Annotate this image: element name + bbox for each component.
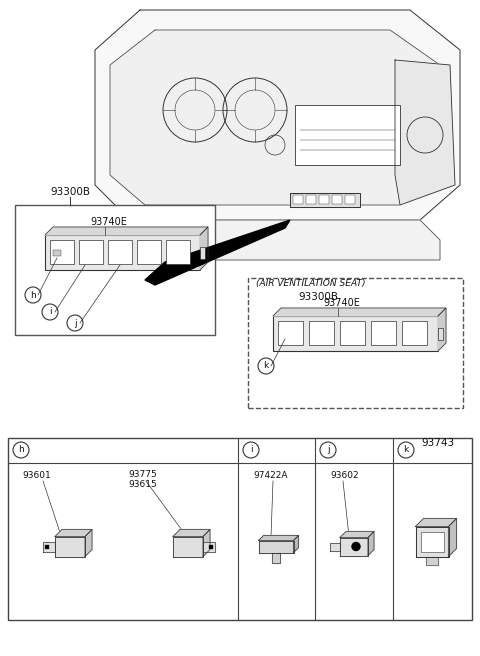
FancyBboxPatch shape: [79, 240, 103, 264]
FancyBboxPatch shape: [108, 240, 132, 264]
Polygon shape: [273, 308, 446, 316]
Text: 93740E: 93740E: [90, 217, 127, 227]
Circle shape: [352, 543, 360, 550]
Text: 93775: 93775: [128, 470, 157, 479]
FancyBboxPatch shape: [8, 438, 472, 620]
FancyBboxPatch shape: [166, 240, 190, 264]
Polygon shape: [330, 543, 340, 550]
Polygon shape: [293, 535, 299, 552]
FancyBboxPatch shape: [50, 240, 74, 264]
Text: 97422A: 97422A: [253, 471, 288, 480]
Polygon shape: [416, 518, 456, 527]
FancyBboxPatch shape: [209, 544, 213, 548]
FancyBboxPatch shape: [306, 195, 316, 204]
Polygon shape: [272, 552, 280, 562]
Text: (AIR VENTILATION SEAT): (AIR VENTILATION SEAT): [256, 279, 365, 288]
FancyBboxPatch shape: [273, 316, 438, 351]
FancyBboxPatch shape: [248, 278, 463, 408]
Text: j: j: [74, 319, 76, 327]
Polygon shape: [259, 535, 299, 541]
Polygon shape: [145, 220, 290, 285]
FancyBboxPatch shape: [295, 105, 400, 165]
Polygon shape: [200, 227, 208, 270]
Text: i: i: [250, 445, 252, 455]
Text: 93740E: 93740E: [323, 298, 360, 308]
FancyBboxPatch shape: [340, 321, 365, 345]
Polygon shape: [203, 541, 215, 552]
FancyBboxPatch shape: [332, 195, 342, 204]
Polygon shape: [368, 531, 374, 556]
Polygon shape: [43, 541, 55, 552]
Text: h: h: [30, 291, 36, 300]
Text: 93300B: 93300B: [298, 292, 338, 302]
Polygon shape: [259, 541, 293, 552]
FancyBboxPatch shape: [293, 195, 303, 204]
Text: h: h: [18, 445, 24, 455]
Polygon shape: [173, 529, 210, 537]
Polygon shape: [340, 537, 368, 556]
FancyBboxPatch shape: [45, 544, 49, 548]
FancyBboxPatch shape: [15, 205, 215, 335]
FancyBboxPatch shape: [278, 321, 303, 345]
Text: 93602: 93602: [330, 471, 359, 480]
Text: 93615: 93615: [128, 480, 157, 489]
Polygon shape: [85, 529, 92, 556]
Text: k: k: [264, 361, 269, 371]
FancyBboxPatch shape: [319, 195, 329, 204]
Polygon shape: [100, 220, 440, 260]
Polygon shape: [290, 193, 360, 207]
Polygon shape: [438, 308, 446, 351]
Polygon shape: [340, 531, 374, 537]
FancyBboxPatch shape: [438, 327, 443, 340]
FancyBboxPatch shape: [402, 321, 427, 345]
FancyBboxPatch shape: [137, 240, 161, 264]
Polygon shape: [448, 518, 456, 556]
FancyBboxPatch shape: [345, 195, 355, 204]
Polygon shape: [55, 537, 85, 556]
Text: 93743: 93743: [421, 438, 454, 448]
Text: 93601: 93601: [22, 471, 51, 480]
Polygon shape: [173, 537, 203, 556]
FancyBboxPatch shape: [371, 321, 396, 345]
Polygon shape: [110, 30, 440, 205]
FancyBboxPatch shape: [53, 250, 61, 256]
Text: j: j: [327, 445, 329, 455]
FancyBboxPatch shape: [45, 235, 200, 270]
Text: k: k: [403, 445, 408, 455]
Polygon shape: [426, 556, 438, 565]
Polygon shape: [55, 529, 92, 537]
Polygon shape: [203, 529, 210, 556]
FancyBboxPatch shape: [420, 531, 444, 552]
Text: i: i: [48, 308, 51, 316]
Polygon shape: [416, 527, 448, 556]
FancyBboxPatch shape: [309, 321, 334, 345]
Text: 93300B: 93300B: [50, 187, 90, 197]
Polygon shape: [45, 227, 208, 235]
Polygon shape: [95, 10, 460, 220]
FancyBboxPatch shape: [200, 247, 205, 258]
Polygon shape: [395, 60, 455, 205]
